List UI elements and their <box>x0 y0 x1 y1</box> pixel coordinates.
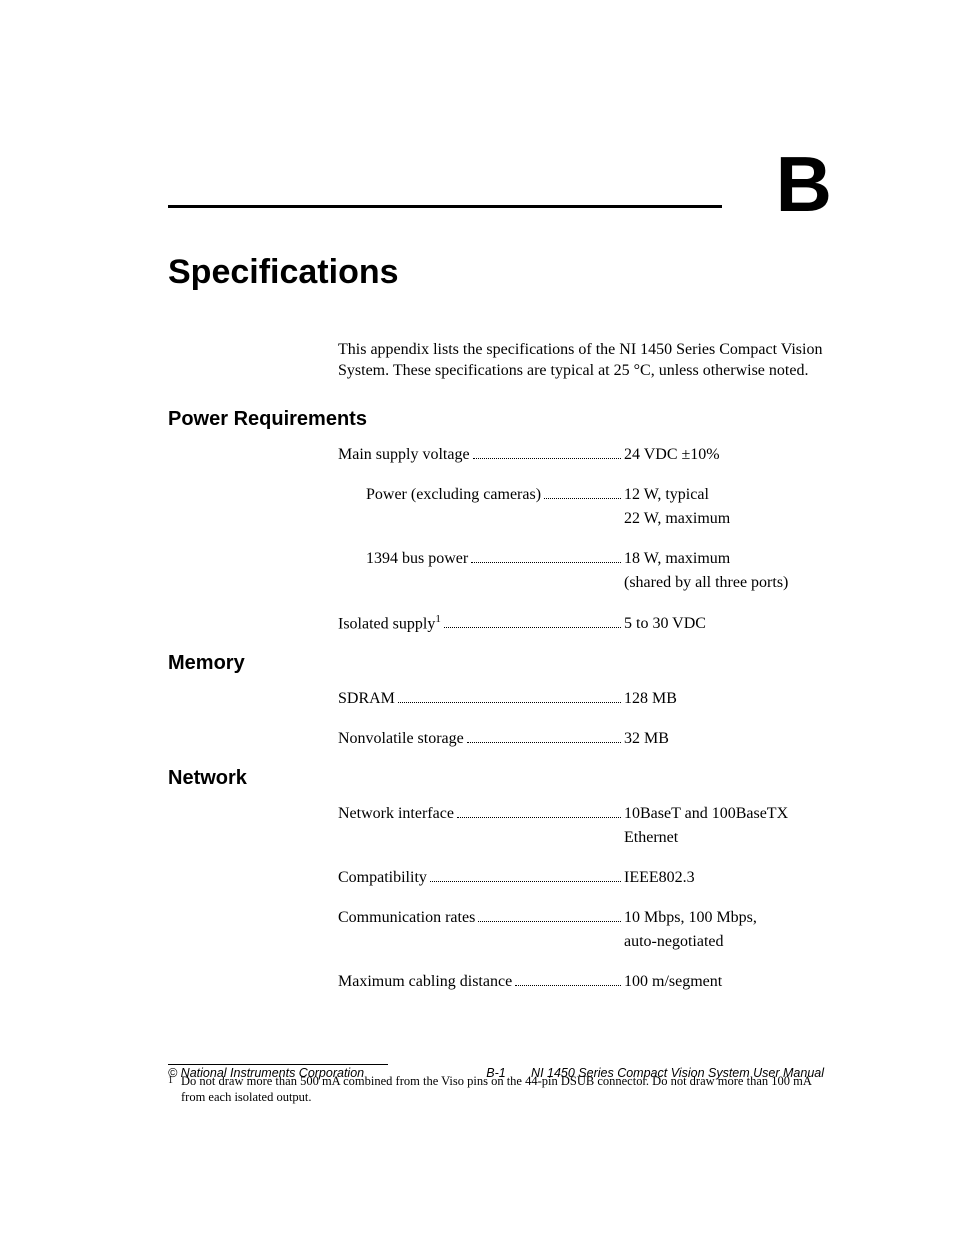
leader-dots <box>398 702 621 703</box>
page-title: Specifications <box>168 253 824 292</box>
spec-row-power-excl: Power (excluding cameras) 12 W, typical … <box>366 483 824 531</box>
spec-row-interface: Network interface 10BaseT and 100BaseTX … <box>338 802 824 850</box>
spec-value-extra: Ethernet <box>624 826 824 850</box>
section-heading-memory: Memory <box>168 652 824 675</box>
section-heading-network: Network <box>168 767 824 790</box>
spec-label: Compatibility <box>338 866 427 890</box>
leader-dots <box>467 742 621 743</box>
spec-value-extra: 22 W, maximum <box>624 507 824 531</box>
spec-row-compatibility: Compatibility IEEE802.3 <box>338 866 824 890</box>
spec-label: Maximum cabling distance <box>338 970 512 994</box>
footer-center: B-1 <box>486 1066 505 1080</box>
spec-value: 10BaseT and 100BaseTX <box>624 805 788 822</box>
spec-value: 12 W, typical <box>624 486 709 503</box>
spec-label: Main supply voltage <box>338 443 470 467</box>
spec-value: 18 W, maximum <box>624 550 730 567</box>
spec-label: Communication rates <box>338 906 475 930</box>
leader-dots <box>473 458 621 459</box>
spec-row-sdram: SDRAM 128 MB <box>338 687 824 711</box>
spec-row-nonvolatile: Nonvolatile storage 32 MB <box>338 727 824 751</box>
leader-dots <box>478 921 621 922</box>
spec-label: Nonvolatile storage <box>338 727 464 751</box>
leader-dots <box>430 881 621 882</box>
spec-value: 24 VDC ±10% <box>624 446 720 463</box>
footer-right: NI 1450 Series Compact Vision System Use… <box>531 1066 824 1080</box>
leader-dots <box>471 562 621 563</box>
spec-value: 32 MB <box>624 730 669 747</box>
leader-dots <box>457 817 621 818</box>
spec-block-memory: SDRAM 128 MB Nonvolatile storage 32 MB <box>338 687 824 751</box>
intro-text: This appendix lists the specifications o… <box>338 340 824 382</box>
spec-value: 5 to 30 VDC <box>624 615 706 632</box>
spec-value: 100 m/segment <box>624 973 722 990</box>
spec-label: 1394 bus power <box>366 547 468 571</box>
document-page: B Specifications This appendix lists the… <box>0 0 954 1105</box>
spec-value: 128 MB <box>624 690 677 707</box>
spec-label: Power (excluding cameras) <box>366 483 541 507</box>
spec-row-bus-power: 1394 bus power 18 W, maximum (shared by … <box>366 547 824 595</box>
spec-label-text: Isolated supply <box>338 615 435 632</box>
spec-label-sup: 1 <box>435 613 441 625</box>
spec-value: IEEE802.3 <box>624 869 695 886</box>
leader-dots <box>544 498 621 499</box>
spec-row-isolated: Isolated supply1 5 to 30 VDC <box>338 611 824 636</box>
spec-value-extra: auto-negotiated <box>624 930 824 954</box>
spec-row-rates: Communication rates 10 Mbps, 100 Mbps, a… <box>338 906 824 954</box>
leader-dots <box>515 985 621 986</box>
footer-left: © National Instruments Corporation <box>168 1066 364 1080</box>
spec-block-power: Main supply voltage 24 VDC ±10% Power (e… <box>338 443 824 636</box>
spec-value: 10 Mbps, 100 Mbps, <box>624 909 757 926</box>
spec-block-network: Network interface 10BaseT and 100BaseTX … <box>338 802 824 994</box>
footnote-rule <box>168 1064 388 1065</box>
spec-row-cabling: Maximum cabling distance 100 m/segment <box>338 970 824 994</box>
page-footer: © National Instruments Corporation B-1 N… <box>168 1066 824 1080</box>
leader-dots <box>444 627 621 628</box>
spec-label: Isolated supply1 <box>338 611 441 636</box>
spec-label: Network interface <box>338 802 454 826</box>
appendix-letter: B <box>776 145 832 223</box>
header-rule <box>168 205 722 208</box>
spec-row-main-supply: Main supply voltage 24 VDC ±10% <box>338 443 824 467</box>
section-heading-power: Power Requirements <box>168 408 824 431</box>
spec-label: SDRAM <box>338 687 395 711</box>
spec-value-extra: (shared by all three ports) <box>624 571 824 595</box>
